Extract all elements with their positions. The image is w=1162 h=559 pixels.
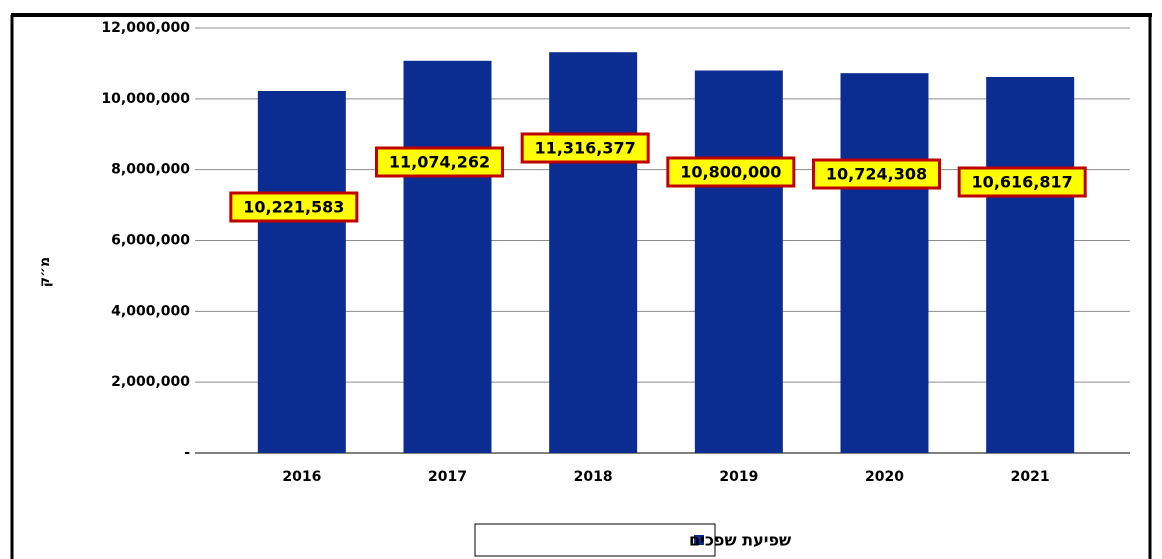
bar xyxy=(549,52,638,454)
bar xyxy=(403,60,492,453)
value-label: 10,724,308 xyxy=(826,165,927,184)
value-label: 11,316,377 xyxy=(535,139,636,158)
legend-label: שפיעת שפכים xyxy=(689,531,791,550)
bar xyxy=(840,73,929,453)
x-tick-label: 2021 xyxy=(1011,469,1050,485)
bar xyxy=(257,90,346,454)
y-tick-label: 6,000,000 xyxy=(111,233,190,249)
bar xyxy=(694,70,783,453)
x-tick-label: 2018 xyxy=(574,469,613,485)
x-tick-label: 2020 xyxy=(865,469,904,485)
y-tick-label: - xyxy=(184,445,190,461)
value-label: 10,616,817 xyxy=(972,173,1073,192)
y-tick-label: 4,000,000 xyxy=(111,303,190,319)
value-label: 10,800,000 xyxy=(680,163,781,182)
x-tick-label: 2019 xyxy=(719,469,758,485)
value-label-box xyxy=(375,146,504,178)
value-label-box xyxy=(229,191,359,223)
x-tick-label: 2016 xyxy=(282,469,321,485)
y-tick-label: 10,000,000 xyxy=(101,91,190,107)
y-tick-label: 2,000,000 xyxy=(111,374,190,390)
y-axis-label: מ״ק xyxy=(37,257,53,287)
value-label-box xyxy=(520,132,650,164)
y-tick-label: 8,000,000 xyxy=(111,162,190,178)
bar xyxy=(986,76,1075,453)
value-label: 10,221,583 xyxy=(243,198,344,217)
value-label: 11,074,262 xyxy=(389,153,490,172)
legend xyxy=(474,523,716,557)
y-tick-label: 12,000,000 xyxy=(101,20,190,36)
value-label-box xyxy=(957,166,1087,198)
value-label-box xyxy=(666,156,796,188)
x-tick-label: 2017 xyxy=(428,469,467,485)
legend-swatch xyxy=(694,535,704,545)
value-label-box xyxy=(812,158,941,190)
